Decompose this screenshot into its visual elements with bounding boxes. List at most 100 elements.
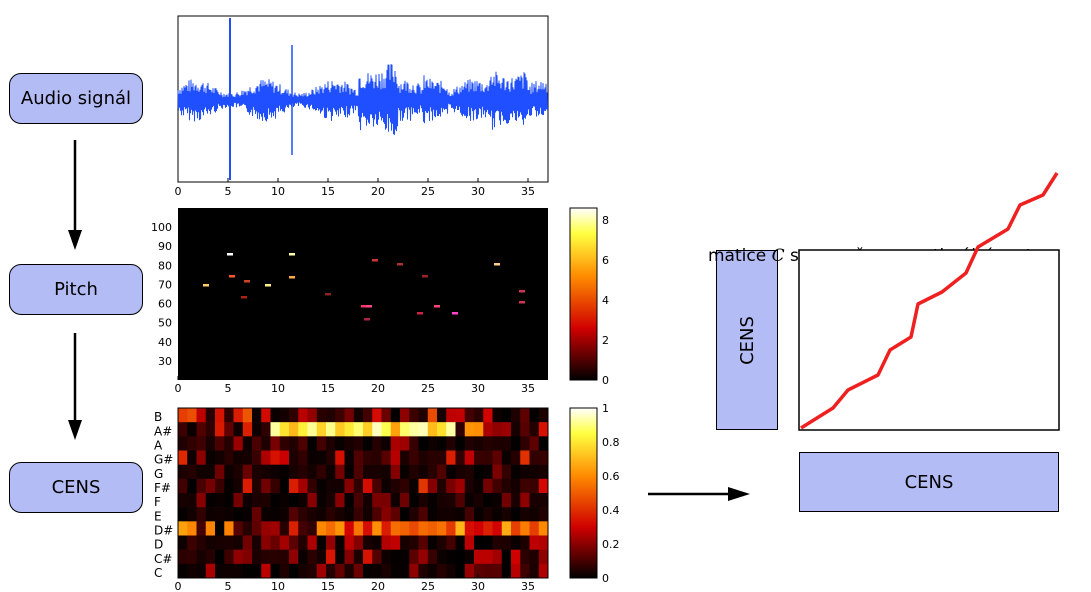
pitch-point (325, 293, 331, 296)
cens-cell (270, 507, 281, 522)
cens-cell (205, 450, 216, 465)
cens-cell (390, 464, 401, 480)
cens-cell (196, 408, 207, 423)
cens-cell (316, 450, 327, 465)
cens-cell (353, 450, 364, 465)
cens-cell (261, 450, 271, 465)
cens-cell (400, 563, 410, 579)
cens-cell (335, 563, 345, 579)
cens-cell (205, 563, 216, 579)
colorbar-tick-label: 0.4 (602, 504, 620, 517)
cens-cell (298, 408, 308, 423)
cens-cell (279, 563, 290, 579)
cens-cell (474, 464, 484, 480)
cens-cell (205, 493, 216, 508)
cens-cell (538, 535, 549, 550)
cens-cell (205, 408, 216, 423)
cens-cell (233, 408, 244, 423)
cens-cell (437, 535, 447, 550)
y-tick-label: 30 (158, 355, 172, 368)
y-tick-label: 70 (158, 278, 172, 291)
cens-cell (529, 478, 540, 494)
cens-cell (187, 436, 197, 451)
pitch-point (519, 301, 525, 304)
cens-cell (520, 521, 530, 536)
pitch-point (203, 284, 209, 287)
cens-cell (437, 493, 447, 508)
matrix-left-cens-box: CENS (716, 250, 778, 430)
cens-cell (270, 464, 281, 480)
cens-cell (529, 493, 540, 508)
cens-cell (307, 450, 318, 465)
x-tick-label: 15 (321, 580, 335, 592)
cens-cell (455, 478, 466, 494)
cens-cell (483, 464, 493, 480)
cens-cell (270, 478, 281, 494)
cens-cell (372, 422, 382, 437)
cens-cell (196, 493, 207, 508)
chroma-label: C# (154, 552, 172, 566)
pitch-colorbar (569, 207, 598, 381)
cens-cell (464, 493, 475, 508)
cens-cell (390, 436, 401, 451)
cens-cell (215, 408, 225, 423)
cens-cell (344, 535, 355, 550)
cens-cell (252, 422, 262, 437)
cens-cell (418, 422, 429, 437)
cens-cell (446, 408, 456, 423)
cens-cell (224, 521, 234, 536)
pitch-point (364, 318, 370, 321)
cens-cell (483, 422, 493, 437)
cens-colorbar (569, 407, 598, 579)
matrix-bottom-cens-label: CENS (904, 471, 954, 493)
cens-cell (492, 436, 503, 451)
waveform-x-ticks: 0 5 10 15 20 25 30 35 (175, 178, 535, 198)
cens-cell (529, 408, 540, 423)
pitch-plot: 0 5 10 15 20 25 30 35 30 40 50 60 70 80 90 100 0 2 4 6 8 (151, 207, 609, 395)
x-tick-label: 10 (271, 382, 285, 395)
cens-cell (353, 521, 364, 536)
cens-cell (464, 521, 475, 536)
pitch-point (397, 263, 403, 266)
cens-cell (418, 535, 429, 550)
cens-cell (289, 493, 299, 508)
cens-cell (520, 464, 530, 480)
colorbar-tick-label: 2 (602, 334, 609, 347)
waveform-trace (177, 64, 548, 135)
cens-cell (446, 563, 456, 579)
cens-cell (427, 549, 438, 565)
cens-cell (492, 464, 503, 480)
cens-cell (464, 507, 475, 522)
cens-cell (446, 493, 456, 508)
cens-cell (344, 422, 355, 437)
cens-cell (474, 450, 484, 465)
x-tick-label: 20 (371, 382, 385, 395)
cens-cell (205, 464, 216, 480)
cens-cell (233, 563, 244, 579)
cens-cell (279, 422, 290, 437)
cens-cell (215, 535, 225, 550)
cens-cell (483, 408, 493, 423)
chroma-label: A (154, 439, 163, 453)
cens-cell (215, 521, 225, 536)
pitch-point (265, 284, 271, 287)
cens-cell (400, 464, 410, 480)
pitch-point (452, 312, 458, 315)
cens-cell (307, 422, 318, 437)
cens-cell (326, 450, 336, 465)
cens-cell (381, 450, 392, 465)
cens-cell (270, 493, 281, 508)
cens-cell (511, 478, 521, 494)
cens-cell (409, 549, 419, 565)
cens-cell (215, 507, 225, 522)
cens-cell (437, 478, 447, 494)
x-tick-label: 30 (471, 382, 485, 395)
cens-box: CENS (9, 462, 143, 513)
cens-cell (520, 478, 530, 494)
cens-cell (437, 563, 447, 579)
chroma-label: A# (154, 424, 172, 438)
cens-cell (178, 436, 188, 451)
cens-cell (501, 535, 512, 550)
cens-cell (501, 493, 512, 508)
